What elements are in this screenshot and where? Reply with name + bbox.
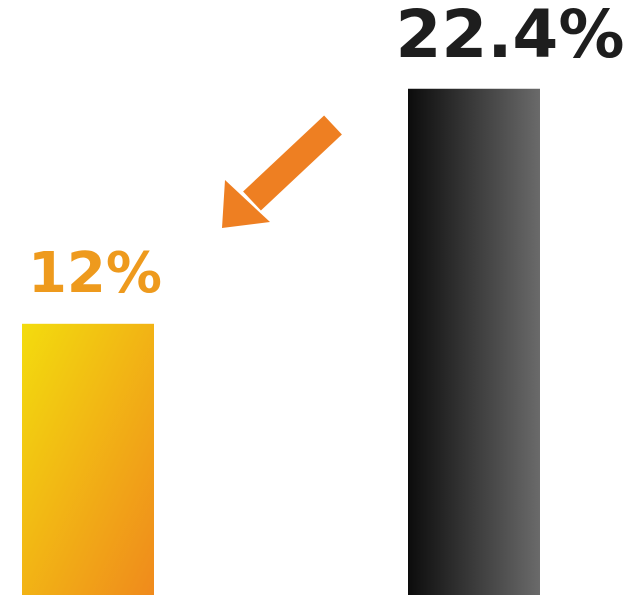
arrow-shaft [243,115,342,211]
chart-bar-2 [408,88,540,595]
annotation-arrow [222,115,342,228]
data-label-bar-2: 22.4% [396,0,625,73]
data-label-bar-1: 12% [28,241,162,306]
arrow-head [222,180,270,228]
chart-bar-1 [22,323,154,595]
